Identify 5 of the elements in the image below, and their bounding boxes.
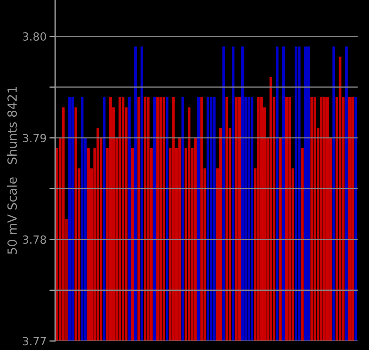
y-tick-label: 3.77 — [23, 337, 46, 346]
y-tick-label: 3.78 — [23, 236, 46, 244]
y-tick-label: 3.80 — [23, 32, 46, 41]
y-tick-label: 3.79 — [23, 134, 46, 143]
y-axis-title: 50 mV Scale Shunts 8421 — [7, 87, 18, 254]
